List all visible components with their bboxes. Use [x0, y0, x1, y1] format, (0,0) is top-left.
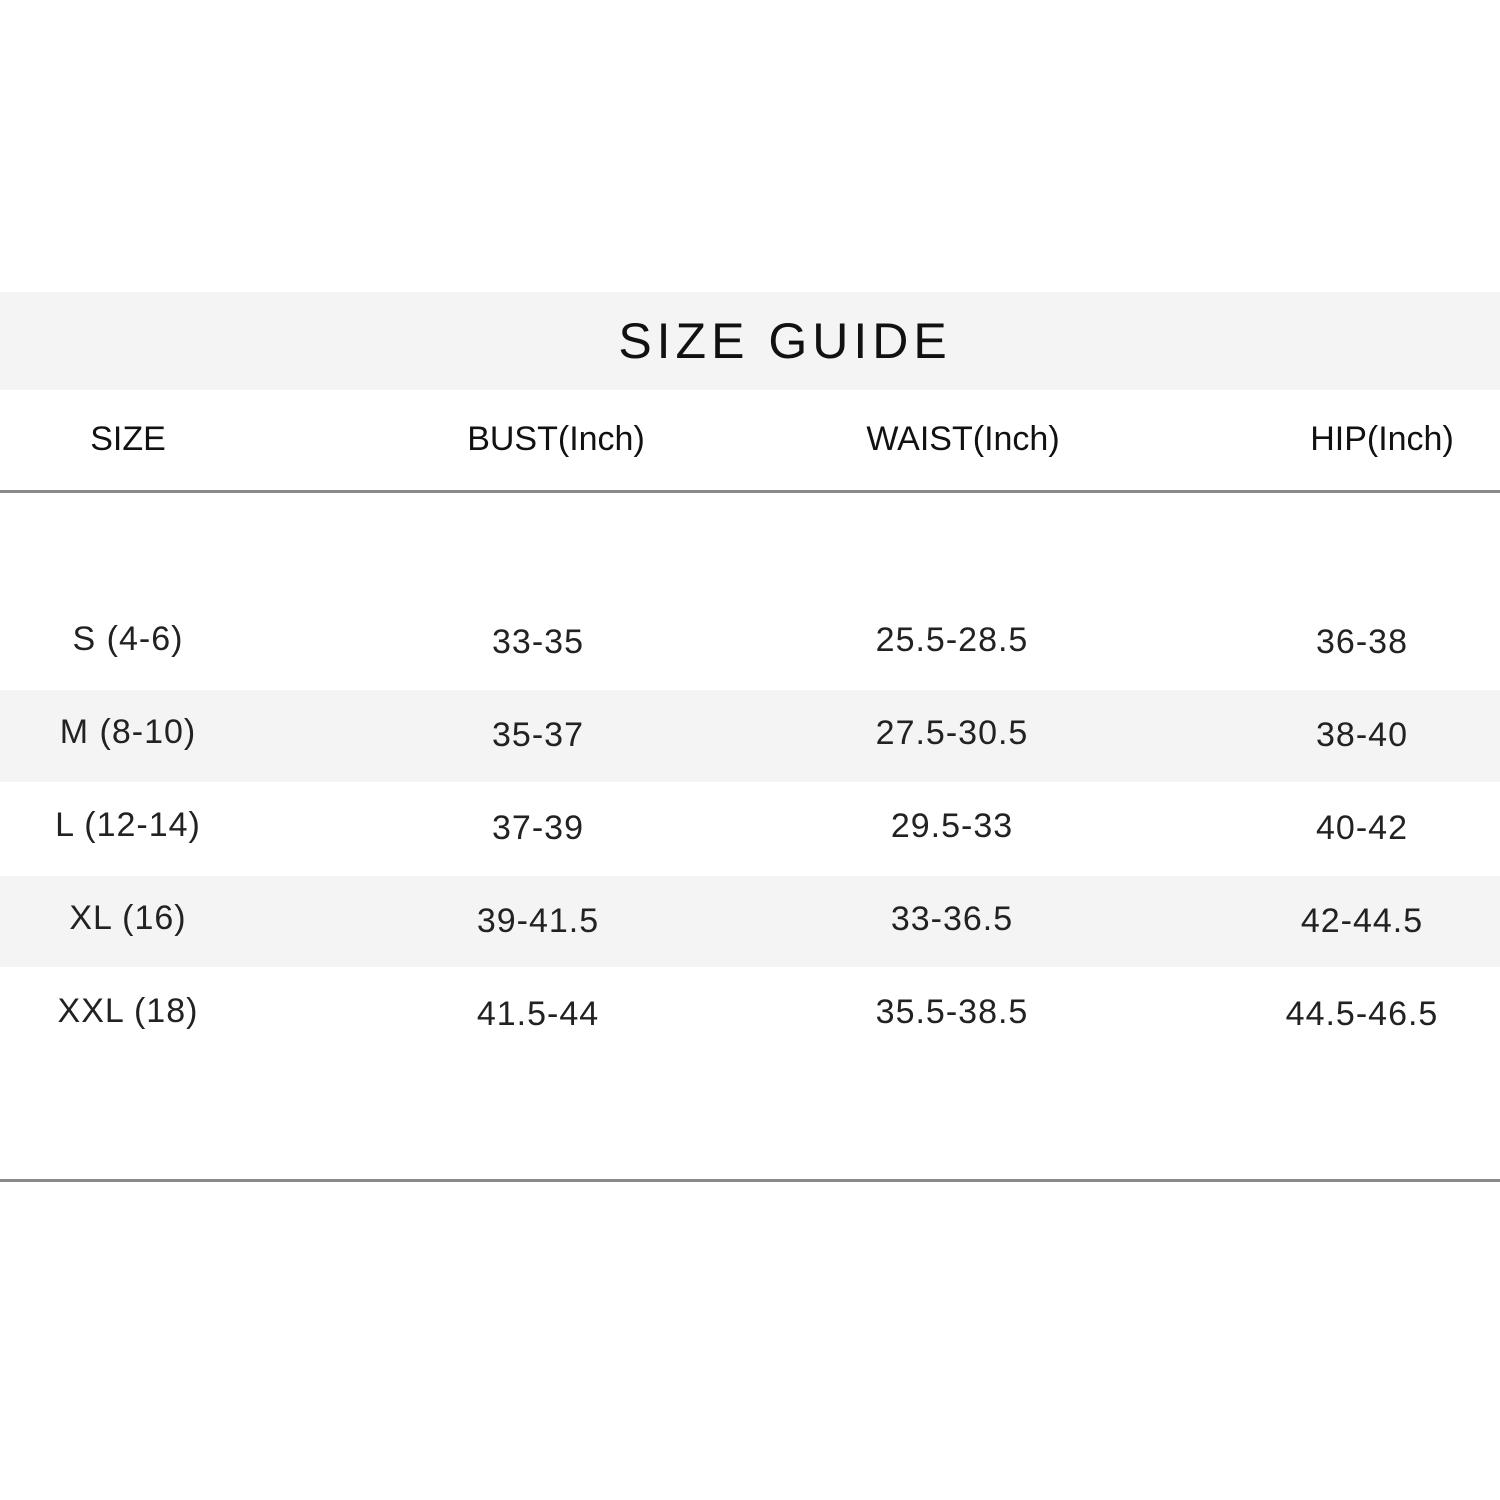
- column-header-hip: HIP(Inch): [1310, 420, 1454, 458]
- row-stripe: [0, 876, 1500, 967]
- table-cell-size: XL (16): [69, 899, 187, 937]
- table-cell-waist: 33-36.5: [890, 900, 1014, 938]
- column-header-size: SIZE: [90, 420, 166, 458]
- table-cell-hip: 44.5-46.5: [1285, 995, 1439, 1033]
- page-title: SIZE GUIDE: [618, 313, 952, 369]
- table-cell-bust: 33-35: [492, 623, 584, 661]
- table-cell-size: M (8-10): [59, 713, 197, 751]
- column-header-waist: WAIST(Inch): [866, 420, 1060, 458]
- table-cell-waist: 29.5-33: [890, 807, 1014, 845]
- column-header-bust: BUST(Inch): [467, 420, 645, 458]
- table-cell-hip: 42-44.5: [1300, 902, 1424, 940]
- table-bottom-divider: [0, 1179, 1500, 1182]
- table-cell-bust: 39-41.5: [476, 902, 600, 940]
- table-cell-hip: 36-38: [1316, 623, 1408, 661]
- table-cell-bust: 35-37: [492, 716, 584, 754]
- table-cell-hip: 38-40: [1316, 716, 1408, 754]
- table-cell-bust: 37-39: [492, 809, 584, 847]
- table-cell-bust: 41.5-44: [476, 995, 600, 1033]
- table-cell-size: L (12-14): [55, 806, 201, 844]
- table-cell-waist: 27.5-30.5: [875, 714, 1029, 752]
- title-band: [0, 292, 1500, 390]
- table-cell-size: S (4-6): [72, 620, 184, 658]
- table-cell-hip: 40-42: [1316, 809, 1408, 847]
- row-stripe: [0, 690, 1500, 782]
- header-divider: [0, 490, 1500, 493]
- table-cell-waist: 35.5-38.5: [875, 993, 1029, 1031]
- table-cell-waist: 25.5-28.5: [875, 621, 1029, 659]
- table-cell-size: XXL (18): [57, 992, 199, 1030]
